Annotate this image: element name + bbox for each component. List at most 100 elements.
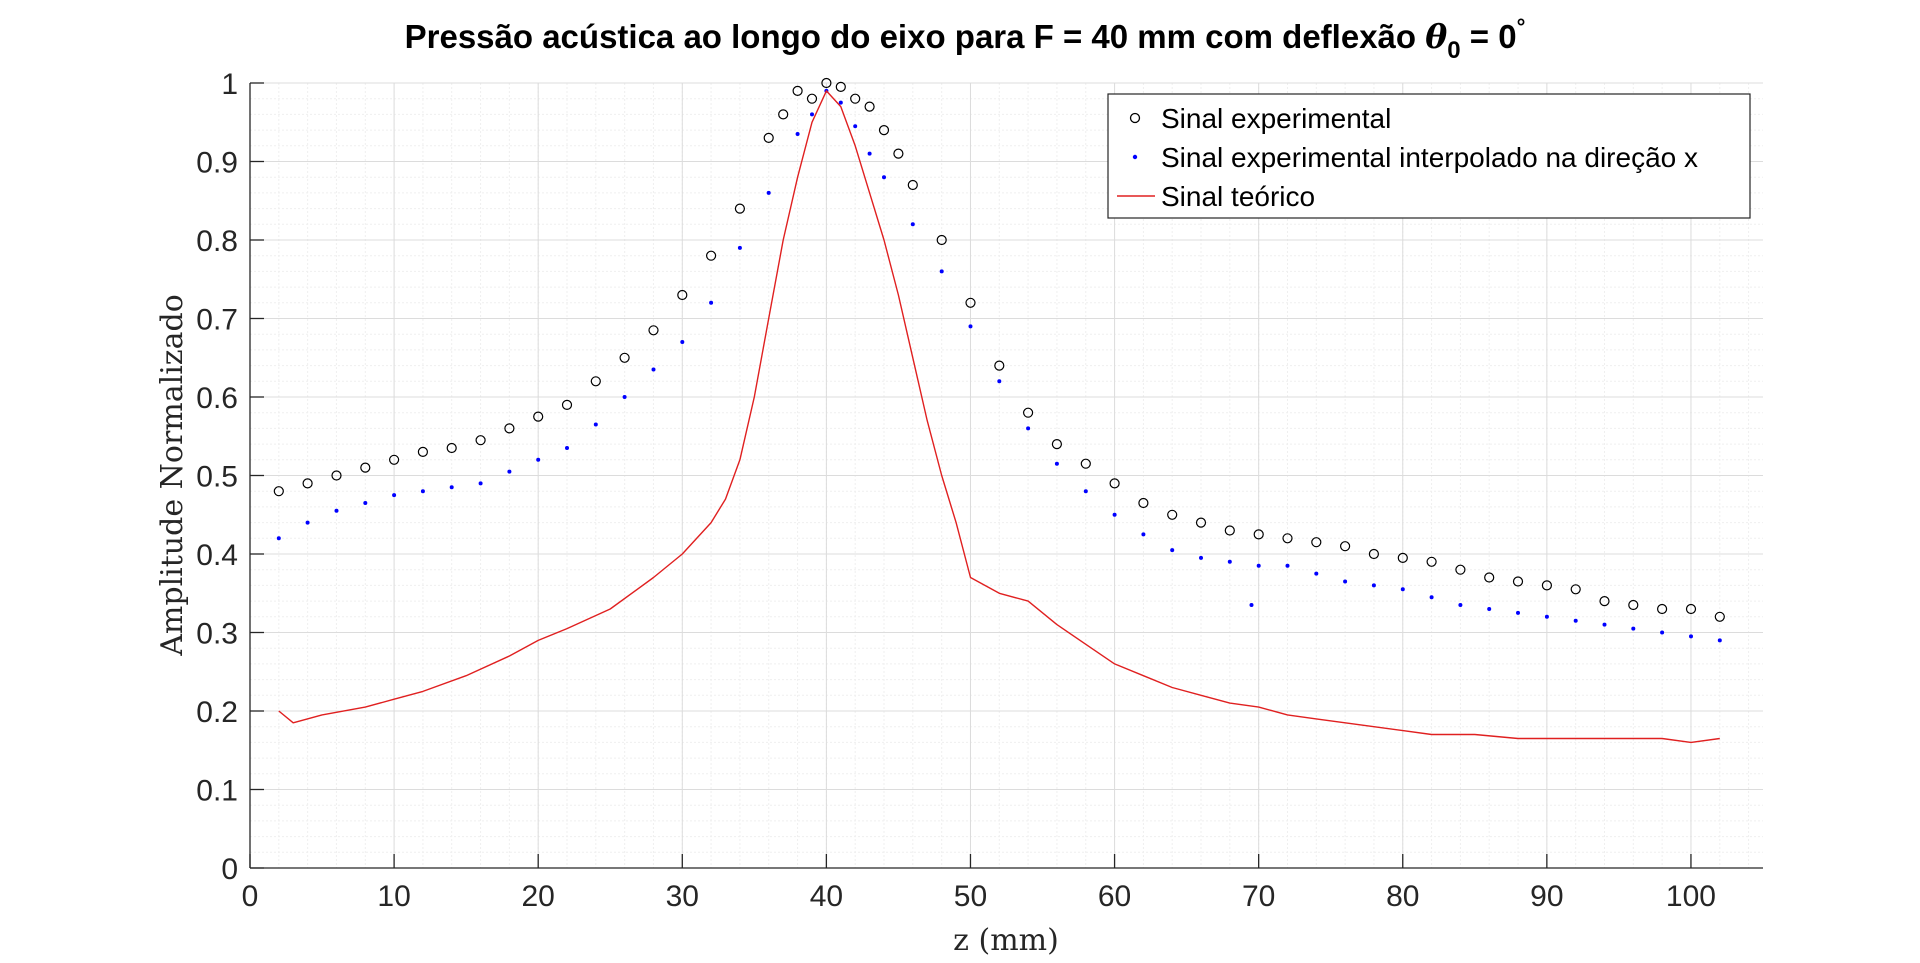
axes-layer bbox=[249, 82, 1763, 869]
series-experimental-point bbox=[1426, 556, 1437, 567]
series-experimental-point bbox=[1167, 509, 1178, 520]
series-experimental-point bbox=[1282, 533, 1293, 544]
series-experimental-point bbox=[1224, 525, 1235, 536]
series-interpolated-point bbox=[363, 501, 368, 505]
series-experimental-point bbox=[619, 352, 630, 363]
legend-marker-experimental bbox=[1129, 112, 1141, 124]
series-interpolated-point bbox=[1602, 622, 1607, 627]
x-tick-label: 0 bbox=[242, 880, 259, 913]
legend-label-experimental: Sinal experimental bbox=[1161, 103, 1391, 134]
series-interpolated-point bbox=[1285, 563, 1290, 568]
series-interpolated-point bbox=[565, 446, 569, 450]
series-interpolated-point bbox=[795, 132, 800, 136]
series-interpolated-point bbox=[1717, 638, 1722, 643]
series-interpolated-point bbox=[1631, 626, 1636, 631]
series-interpolated-point bbox=[882, 175, 886, 180]
series-interpolated-point bbox=[478, 481, 483, 486]
series-interpolated-point bbox=[1487, 607, 1492, 611]
y-tick-label: 0.6 bbox=[196, 382, 238, 415]
series-experimental-point bbox=[331, 470, 342, 481]
series-interpolated-point bbox=[1227, 559, 1232, 564]
x-tick-label: 100 bbox=[1666, 880, 1716, 913]
series-experimental-point bbox=[1138, 497, 1149, 509]
series-interpolated-point bbox=[305, 520, 310, 525]
series-experimental-point bbox=[806, 93, 818, 104]
series-interpolated-point bbox=[1400, 587, 1405, 592]
series-interpolated-point bbox=[968, 324, 973, 329]
series-interpolated-point bbox=[536, 457, 541, 462]
series-interpolated-point bbox=[1544, 614, 1549, 619]
series-interpolated-point bbox=[622, 395, 627, 399]
series-experimental-point bbox=[389, 454, 400, 465]
x-tick-label: 80 bbox=[1386, 880, 1419, 913]
x-tick-labels: 0 10 20 30 40 50 60 70 80 90 100 bbox=[242, 880, 1716, 913]
series-interpolated-point bbox=[420, 489, 425, 494]
legend-label-interpolated: Sinal experimental interpolado na direçã… bbox=[1161, 142, 1698, 173]
series-experimental-point bbox=[1685, 603, 1697, 615]
series-experimental-point bbox=[994, 360, 1005, 371]
series-interpolated-point bbox=[593, 422, 598, 427]
series-interpolated-point bbox=[1141, 532, 1146, 537]
series-experimental-point bbox=[1109, 478, 1120, 489]
series-interpolated-point bbox=[1660, 630, 1665, 635]
series-interpolated-point bbox=[680, 340, 685, 344]
series-interpolated-point bbox=[810, 112, 814, 117]
series-interpolated-point bbox=[1573, 618, 1578, 623]
series-experimental-point bbox=[1195, 517, 1207, 528]
x-tick-label: 70 bbox=[1242, 880, 1275, 913]
y-tick-label: 0.7 bbox=[196, 304, 238, 337]
series-experimental-point bbox=[677, 289, 688, 301]
series-experimental-point bbox=[1339, 541, 1351, 552]
series-experimental-point bbox=[850, 93, 861, 104]
series-experimental-point bbox=[446, 442, 457, 454]
series-experimental-point bbox=[590, 376, 601, 387]
series-interpolated-point bbox=[1112, 512, 1117, 517]
series-interpolated-point bbox=[910, 222, 915, 227]
series-interpolated-point bbox=[1199, 555, 1203, 560]
series-experimental-point bbox=[1656, 603, 1668, 615]
series-interpolated-point bbox=[1026, 426, 1031, 431]
series-interpolated-point bbox=[1083, 489, 1088, 494]
series-experimental-point bbox=[475, 435, 486, 446]
series-experimental-point bbox=[878, 125, 890, 136]
series-experimental-point bbox=[1570, 584, 1581, 595]
series-interpolated-point bbox=[737, 245, 742, 250]
series-experimental-point bbox=[417, 446, 428, 457]
series-experimental-point bbox=[936, 234, 947, 246]
series-interpolated-point bbox=[1429, 595, 1434, 600]
chart-title-main: Pressão acústica ao longo do eixo para F… bbox=[405, 18, 1426, 55]
x-axis-label: z (mm) bbox=[953, 923, 1059, 958]
y-tick-label: 0 bbox=[221, 853, 238, 886]
series-experimental-point bbox=[1397, 552, 1408, 564]
series-experimental-point bbox=[504, 423, 515, 434]
y-tick-label: 1 bbox=[221, 68, 238, 101]
y-tick-label: 0.9 bbox=[196, 147, 238, 180]
series-experimental-point bbox=[734, 203, 746, 214]
chart-title-degree: ° bbox=[1517, 14, 1526, 39]
series-interpolated-point bbox=[838, 100, 843, 105]
y-tick-label: 0.8 bbox=[196, 225, 238, 258]
series-experimental-point bbox=[763, 132, 774, 143]
series-interpolated-point bbox=[766, 190, 771, 195]
series-experimental-point bbox=[705, 250, 717, 261]
chart-title: Pressão acústica ao longo do eixo para F… bbox=[405, 14, 1526, 64]
y-tick-label: 0.4 bbox=[196, 539, 238, 572]
series-interpolated-point bbox=[651, 367, 656, 372]
series-theoretical-line bbox=[278, 90, 1720, 744]
series-experimental-point bbox=[821, 77, 832, 89]
series-experimental-point bbox=[1253, 529, 1264, 540]
legend: Sinal experimental Sinal experimental in… bbox=[1107, 93, 1751, 219]
y-tick-label: 0.3 bbox=[196, 618, 238, 651]
series-interpolated-point bbox=[1249, 603, 1254, 607]
series-interpolated-point bbox=[709, 300, 714, 305]
series-interpolated-point bbox=[997, 379, 1002, 384]
series-interpolated-point bbox=[334, 508, 339, 513]
chart-title-symbol: θ bbox=[1425, 17, 1447, 56]
series-experimental-point bbox=[302, 478, 313, 489]
series-experimental-point bbox=[1599, 595, 1610, 607]
series-experimental-point bbox=[1541, 580, 1553, 591]
chart-title-equals: = 0 bbox=[1461, 18, 1517, 55]
series-experimental-point bbox=[907, 179, 918, 191]
x-tick-label: 90 bbox=[1530, 880, 1563, 913]
